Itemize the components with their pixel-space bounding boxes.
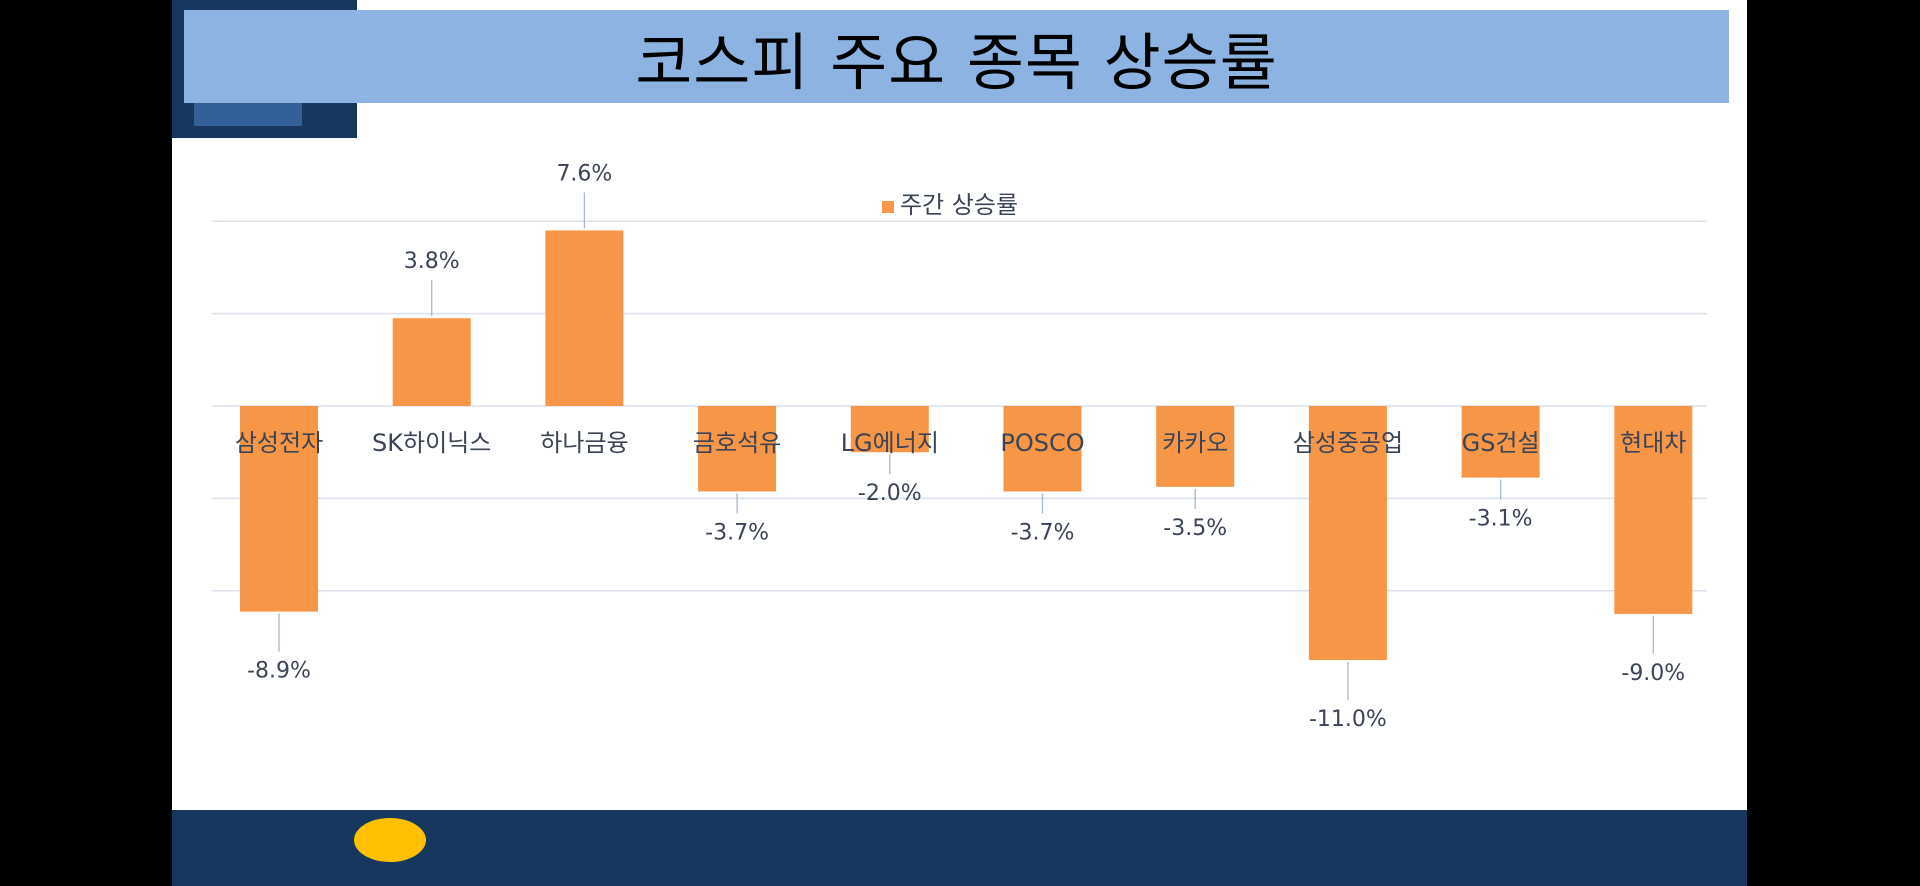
bar [1461,406,1540,478]
data-label: -3.7% [1011,520,1075,545]
data-label: 7.6% [556,161,612,186]
category-label: 금호석유 [693,429,781,457]
grid-lines [212,220,1707,592]
legend-swatch [882,201,894,213]
data-label: -2.0% [858,481,922,506]
data-label: -3.1% [1469,507,1533,532]
bar [698,406,777,492]
bar-chart: 삼성전자 SK하이닉스 하나금융 금호석유 LG에너지 POSCO 카카오 삼성중공업 GS건설… [212,161,1707,732]
data-label: -3.5% [1163,516,1227,541]
footer-bar [172,810,1747,886]
bar [1003,406,1082,492]
bar [392,318,471,406]
leader-lines [278,192,1654,701]
category-label: 현대차 [1620,429,1686,457]
bar [240,406,318,612]
category-label: 카카오 [1162,429,1228,457]
category-label: SK하이닉스 [372,429,491,457]
slide: 코스피 주요 종목 상승률 삼성전자 SK하이닉스 하나금융 금호석유 LG에너지 POS… [172,0,1747,886]
category-label: 하나금융 [540,429,628,457]
corner-decoration-inner [194,100,302,126]
data-label: 3.8% [404,249,460,274]
title-bar: 코스피 주요 종목 상승률 [184,10,1729,103]
bar [545,230,624,406]
category-label: POSCO [1000,429,1084,457]
category-label: 삼성중공업 [1293,429,1403,457]
bars [240,230,1693,661]
legend-label: 주간 상승률 [900,191,1018,219]
data-label: -11.0% [1309,707,1387,732]
category-label: GS건설 [1462,429,1540,457]
bar [850,406,929,453]
bar [1308,406,1387,661]
data-labels: -8.9% 3.8% 7.6% -3.7% -2.0% -3.7% -3.5% -11.0% -… [247,161,1685,732]
data-label: -3.7% [705,520,769,545]
category-label: 삼성전자 [235,429,323,457]
bar [1614,406,1693,614]
bar [1156,406,1235,487]
footer-dot [354,818,426,862]
legend: 주간 상승률 [882,191,1018,219]
category-label: LG에너지 [841,429,939,457]
chart-title: 코스피 주요 종목 상승률 [635,25,1278,99]
data-label: -8.9% [247,659,311,684]
data-label: -9.0% [1621,661,1685,686]
category-labels: 삼성전자 SK하이닉스 하나금융 금호석유 LG에너지 POSCO 카카오 삼성중공업 GS건설… [235,429,1687,457]
